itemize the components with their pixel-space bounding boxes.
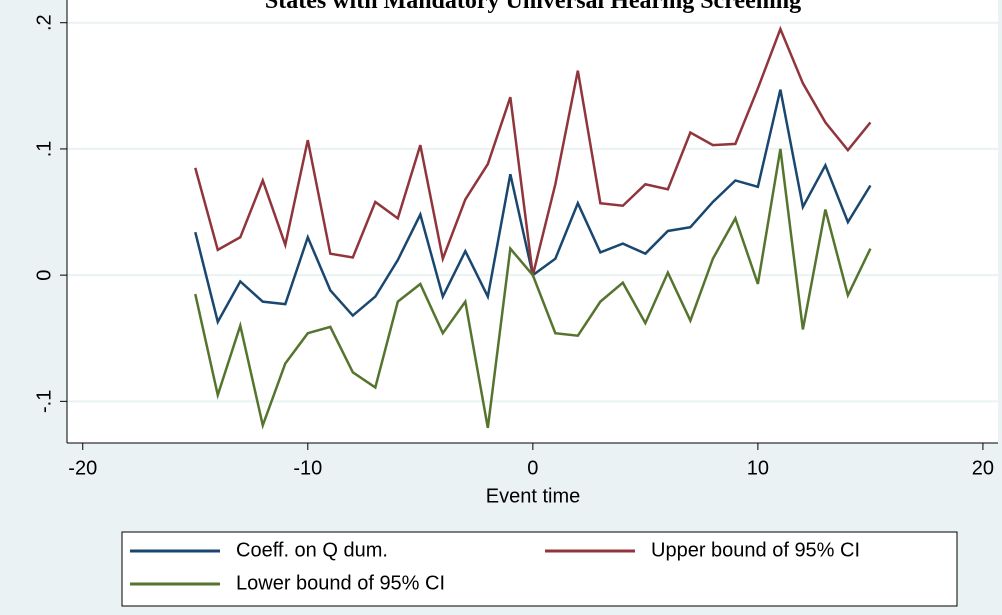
x-tick-label: -10	[293, 457, 322, 479]
series-line	[194, 148, 872, 430]
x-tick-label: -20	[68, 457, 97, 479]
y-tick-label: .1	[33, 141, 55, 158]
chart-title: States with Mandatory Universal Hearing …	[265, 0, 801, 14]
x-tick-label: 0	[527, 457, 538, 479]
x-tick-label: 20	[972, 457, 994, 479]
y-tick-label: .2	[33, 14, 55, 31]
legend-label: Lower bound of 95% CI	[236, 572, 445, 594]
y-tick-label: -.1	[33, 390, 55, 413]
legend-box	[121, 531, 958, 607]
plot-area	[67, 0, 998, 443]
legend-label: Coeff. on Q dum.	[236, 539, 388, 561]
x-axis-label: Event time	[486, 485, 580, 507]
y-tick-label: 0	[33, 270, 55, 281]
x-tick-label: 10	[747, 457, 769, 479]
legend-label: Upper bound of 95% CI	[651, 539, 860, 561]
